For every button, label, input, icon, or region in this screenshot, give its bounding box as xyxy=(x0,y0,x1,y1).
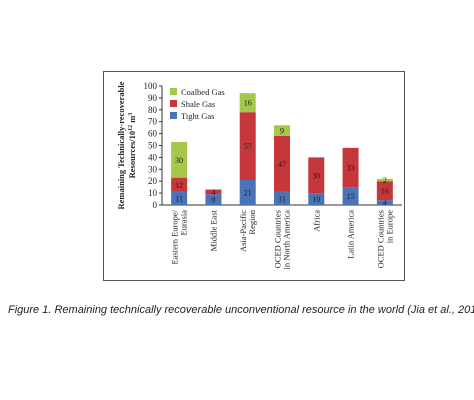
bar-segment-tight-gas xyxy=(171,191,188,205)
y-tick-label: 40 xyxy=(148,152,158,162)
bar-segment-shale-gas xyxy=(376,181,393,201)
x-category-label-line: Eastern Europe/ xyxy=(170,209,180,264)
bar-segment-shale-gas xyxy=(274,135,290,192)
y-tick-label: 100 xyxy=(144,81,158,91)
x-category-label-line: Latin America xyxy=(346,210,356,259)
x-category-label: OCED Countries in North America xyxy=(273,210,292,270)
data-label: 30 xyxy=(312,171,320,180)
bar-segment-shale-gas xyxy=(308,157,325,194)
x-category-label-line: Eurasia xyxy=(179,210,189,236)
legend-label: Shale Gas xyxy=(181,99,215,109)
bar-segment-coalbed-gas xyxy=(376,178,393,182)
x-category-label-line: in Europe xyxy=(384,210,394,244)
legend-label: Tight Gas xyxy=(181,111,214,121)
y-axis-label: Remaining Technically-recoverable Resourc… xyxy=(116,81,137,209)
bar-segment-tight-gas xyxy=(308,193,325,205)
bar-segment-shale-gas xyxy=(205,189,222,195)
data-label: 33 xyxy=(347,164,355,173)
y-tick-label: 0 xyxy=(153,200,158,210)
bar-segment-tight-gas xyxy=(205,194,222,205)
data-label: 11 xyxy=(175,194,183,203)
data-label: 10 xyxy=(312,195,320,204)
x-category-label: Latin America xyxy=(346,210,356,259)
x-category-label: Eastern Europe/Eurasia xyxy=(170,209,189,264)
data-label: 57 xyxy=(244,142,252,151)
x-category-label: OCED Countries in Europe xyxy=(375,210,394,269)
legend-label: Coalbed Gas xyxy=(181,87,225,97)
bar-segment-tight-gas xyxy=(274,191,290,205)
bar-segment-coalbed-gas xyxy=(239,93,256,113)
x-category-label-line: Africa xyxy=(311,210,321,232)
data-label: 2 xyxy=(383,176,387,185)
y-tick-label: 50 xyxy=(148,141,158,151)
y-tick-label: 80 xyxy=(148,105,158,115)
y-tick-label: 30 xyxy=(148,164,158,174)
data-label: 21 xyxy=(244,189,252,198)
bar-segment-shale-gas xyxy=(239,112,256,181)
data-label: 30 xyxy=(175,156,183,165)
bar-segment-tight-gas xyxy=(376,200,393,205)
data-label: 9 xyxy=(211,196,215,205)
y-tick-label: 90 xyxy=(148,93,158,103)
bar-segment-tight-gas xyxy=(239,180,256,205)
legend-swatch xyxy=(170,100,177,107)
x-category-label: Africa xyxy=(311,210,321,232)
y-axis-label-line2: Resources/1012 m3 xyxy=(127,113,137,179)
x-category-label-line: in North America xyxy=(282,210,292,270)
data-label: 12 xyxy=(175,181,183,190)
x-category-label-line: Middle East xyxy=(208,209,218,251)
data-label: 15 xyxy=(347,192,355,201)
y-axis-label-line1: Remaining Technically-recoverable xyxy=(116,81,126,209)
data-label: 4 xyxy=(211,188,215,197)
bar-segment-coalbed-gas xyxy=(171,141,188,178)
bar-segment-tight-gas xyxy=(342,187,359,205)
x-category-label: Middle East xyxy=(208,209,218,251)
bar-segment-coalbed-gas xyxy=(274,125,290,136)
y-tick-label: 20 xyxy=(148,176,158,186)
data-label: 4 xyxy=(383,199,387,208)
legend-swatch xyxy=(170,112,177,119)
bar-segment-shale-gas xyxy=(342,147,359,188)
x-category-label: Asia-Pacific Region xyxy=(238,209,257,252)
data-label: 9 xyxy=(280,127,284,136)
chart-frame: 0 10 20 30 40 50 60 70 80 90 100 Remaining Technica… xyxy=(103,71,405,281)
x-category-label-line: Asia-Pacific xyxy=(238,210,248,252)
y-tick-label: 70 xyxy=(148,117,158,127)
data-label: 16 xyxy=(244,99,252,108)
y-tick-label: 10 xyxy=(148,188,158,198)
data-label: 16 xyxy=(381,187,389,196)
figure-caption: Figure 1. Remaining technically recovera… xyxy=(8,304,474,316)
x-category-label-line: OCED Countries xyxy=(273,210,283,268)
data-label: 11 xyxy=(278,194,286,203)
data-label: 47 xyxy=(278,160,286,169)
legend-swatch xyxy=(170,88,177,95)
y-tick-label: 60 xyxy=(148,129,158,139)
x-category-label-line: OCED Countries xyxy=(375,210,385,268)
x-category-label-line: Region xyxy=(247,209,257,234)
bar-segment-shale-gas xyxy=(171,177,188,192)
